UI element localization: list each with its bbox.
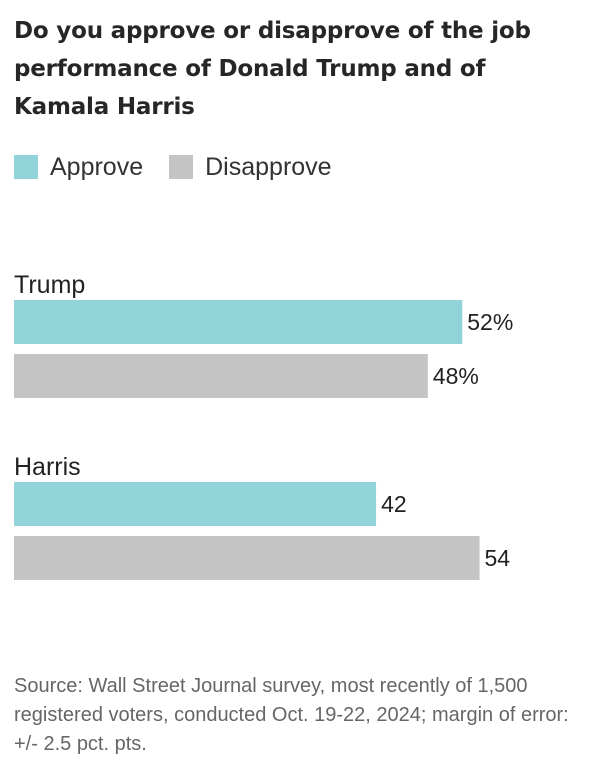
source-note: Source: Wall Street Journal survey, most…	[14, 675, 569, 755]
category-label-harris: Harris	[14, 453, 81, 481]
value-label-harris-disapprove: 54	[485, 545, 511, 571]
value-label-trump-disapprove: 48%	[433, 363, 479, 389]
bar-trump-disapprove	[14, 354, 428, 398]
bar-harris-disapprove	[14, 536, 480, 580]
legend: Approve Disapprove	[14, 150, 358, 184]
legend-item-approve: Approve	[14, 153, 143, 182]
bar-harris-approve	[14, 482, 377, 526]
legend-item-disapprove: Disapprove	[169, 152, 332, 182]
category-label-trump: Trump	[14, 271, 85, 299]
bar-chart: Trump 52% 48% Harris 42 54	[14, 271, 513, 580]
value-label-trump-approve: 52%	[467, 309, 513, 335]
legend-swatch-disapprove	[169, 155, 194, 179]
legend-label-approve: Approve	[50, 152, 144, 181]
chart-title: Do you approve or disapprove of the job …	[14, 18, 531, 120]
legend-swatch-approve	[14, 155, 38, 179]
bar-trump-approve	[14, 300, 463, 344]
legend-label-disapprove: Disapprove	[205, 152, 332, 181]
value-label-harris-approve: 42	[381, 491, 407, 517]
